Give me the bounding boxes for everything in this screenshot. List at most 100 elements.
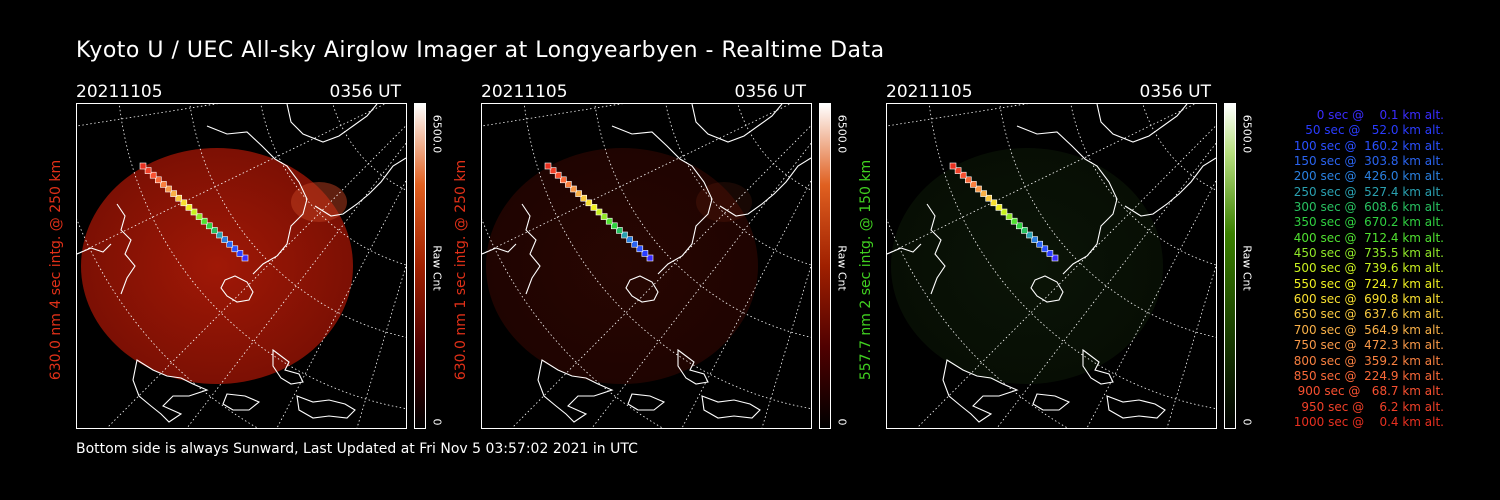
- coastline: [482, 104, 811, 423]
- legend-row: 900 sec @ 68.7 km alt.: [1297, 384, 1444, 399]
- allsky-image[interactable]: [481, 103, 812, 429]
- airglow-panel-630nm-1sec: 20211105 0356 UT 630.0 nm 1 sec intg. @ …: [453, 78, 901, 438]
- colorbar: [1224, 103, 1236, 429]
- colorbar-min-wrapper: 0: [424, 416, 450, 428]
- trajectory-point: [236, 250, 244, 257]
- colorbar-min: 0: [835, 418, 849, 426]
- trajectory-point: [195, 213, 203, 220]
- trajectory-point: [175, 194, 182, 202]
- allsky-image[interactable]: [886, 103, 1217, 429]
- colorbar-unit-wrapper: Raw Cnt: [829, 238, 855, 298]
- legend-row: 850 sec @ 224.9 km alt.: [1293, 368, 1444, 383]
- geo-grid: [482, 104, 811, 428]
- trajectory-point: [211, 227, 218, 234]
- legend-row: 550 sec @ 724.7 km alt.: [1293, 276, 1444, 291]
- wavelength-label-wrapper: 630.0 nm 1 sec intg. @ 250 km: [451, 108, 471, 432]
- panel-date: 20211105: [481, 82, 568, 102]
- legend-row: 750 sec @ 472.3 km alt.: [1293, 338, 1444, 353]
- trajectory-point: [1036, 240, 1043, 248]
- legend-row: 0 sec @ 0.1 km alt.: [1316, 108, 1444, 122]
- trajectory-point: [595, 208, 603, 216]
- trajectory-point: [1010, 217, 1018, 225]
- colorbar-unit: Raw Cnt: [835, 245, 849, 291]
- legend-row: 650 sec @ 637.6 km alt.: [1293, 307, 1444, 322]
- trajectory-point: [1031, 236, 1038, 243]
- trajectory-point: [1041, 245, 1049, 253]
- trajectory-point: [165, 185, 172, 193]
- trajectory-point: [970, 181, 977, 188]
- trajectory-point: [226, 240, 233, 248]
- legend-row: 700 sec @ 564.9 km alt.: [1293, 322, 1444, 337]
- trajectory-point: [575, 190, 582, 197]
- trajectory-point: [185, 204, 193, 211]
- trajectory-point: [1021, 227, 1028, 234]
- legend-row: 50 sec @ 52.0 km alt.: [1305, 123, 1444, 138]
- trajectory-point: [621, 231, 628, 239]
- legend-row: 600 sec @ 690.8 km alt.: [1293, 292, 1444, 307]
- panel-time: 0356 UT: [329, 82, 402, 102]
- colorbar-min: 0: [1240, 418, 1254, 426]
- trajectory-point: [980, 190, 987, 197]
- trajectory-point: [600, 213, 608, 220]
- wavelength-label: 630.0 nm 4 sec intg. @ 250 km: [48, 159, 64, 381]
- legend-row: 100 sec @ 160.2 km alt.: [1293, 138, 1444, 153]
- allsky-map-svg: [887, 104, 1216, 428]
- legend-row: 350 sec @ 670.2 km alt.: [1293, 215, 1444, 230]
- airglow-panel-557nm-2sec: 20211105 0356 UT 557.7 nm 2 sec intg. @ …: [858, 78, 1306, 438]
- trajectory-point: [170, 190, 177, 197]
- trajectory-point: [160, 181, 167, 188]
- legend-row: 200 sec @ 426.0 km alt.: [1293, 169, 1444, 184]
- trajectory-point: [611, 222, 618, 230]
- trajectory-point: [631, 240, 638, 248]
- page-title: Kyoto U / UEC All-sky Airglow Imager at …: [76, 38, 885, 63]
- wavelength-label-wrapper: 557.7 nm 2 sec intg. @ 150 km: [856, 108, 876, 432]
- trajectory-point: [241, 254, 249, 262]
- footer-status: Bottom side is always Sunward, Last Upda…: [76, 441, 638, 457]
- geo-grid: [77, 104, 406, 428]
- trajectory-point: [1046, 250, 1054, 257]
- trajectory-point: [155, 176, 162, 184]
- trajectory-point: [646, 254, 654, 262]
- trajectory: [544, 162, 654, 262]
- trajectory-point: [221, 236, 228, 243]
- colorbar-max: 6500.0: [835, 114, 849, 154]
- legend-row: 800 sec @ 359.2 km alt.: [1293, 353, 1444, 368]
- legend-row: 400 sec @ 712.4 km alt.: [1293, 230, 1444, 245]
- legend-row: 150 sec @ 303.8 km alt.: [1293, 154, 1444, 169]
- airglow-disk: [891, 148, 1163, 384]
- colorbar-max-wrapper: 6500.0: [1234, 104, 1260, 164]
- aurora-patch: [696, 182, 752, 222]
- coastline: [887, 104, 1216, 423]
- colorbar-min-wrapper: 0: [1234, 416, 1260, 428]
- trajectory-point: [965, 176, 972, 184]
- trajectory-point: [616, 227, 623, 234]
- allsky-map-svg: [482, 104, 811, 428]
- colorbar-max-wrapper: 6500.0: [424, 104, 450, 164]
- trajectory-point: [554, 171, 562, 179]
- trajectory-point: [206, 222, 213, 230]
- trajectory-point: [544, 162, 552, 170]
- legend-row: 500 sec @ 739.6 km alt.: [1293, 261, 1444, 276]
- geo-grid: [887, 104, 1216, 428]
- panel-time: 0356 UT: [1139, 82, 1212, 102]
- allsky-image[interactable]: [76, 103, 407, 429]
- trajectory-point: [560, 176, 567, 184]
- airglow-panel-630nm-4sec: 20211105 0356 UT 630.0 nm 4 sec intg. @ …: [48, 78, 496, 438]
- coastline: [77, 104, 406, 423]
- colorbar: [819, 103, 831, 429]
- allsky-map-svg: [77, 104, 406, 428]
- colorbar-max-wrapper: 6500.0: [829, 104, 855, 164]
- trajectory-point: [1026, 231, 1033, 239]
- panel-date: 20211105: [886, 82, 973, 102]
- legend-row: 1000 sec @ 0.4 km alt.: [1293, 414, 1444, 429]
- trajectory-point: [949, 162, 957, 170]
- airglow-disk: [81, 148, 353, 384]
- colorbar-min-wrapper: 0: [829, 416, 855, 428]
- trajectory-point: [216, 231, 223, 239]
- colorbar-unit: Raw Cnt: [1240, 245, 1254, 291]
- trajectory-point: [590, 204, 598, 211]
- trajectory-point: [144, 167, 152, 174]
- legend-row: 300 sec @ 608.6 km alt.: [1293, 200, 1444, 215]
- trajectory-point: [995, 204, 1003, 211]
- colorbar-unit: Raw Cnt: [430, 245, 444, 291]
